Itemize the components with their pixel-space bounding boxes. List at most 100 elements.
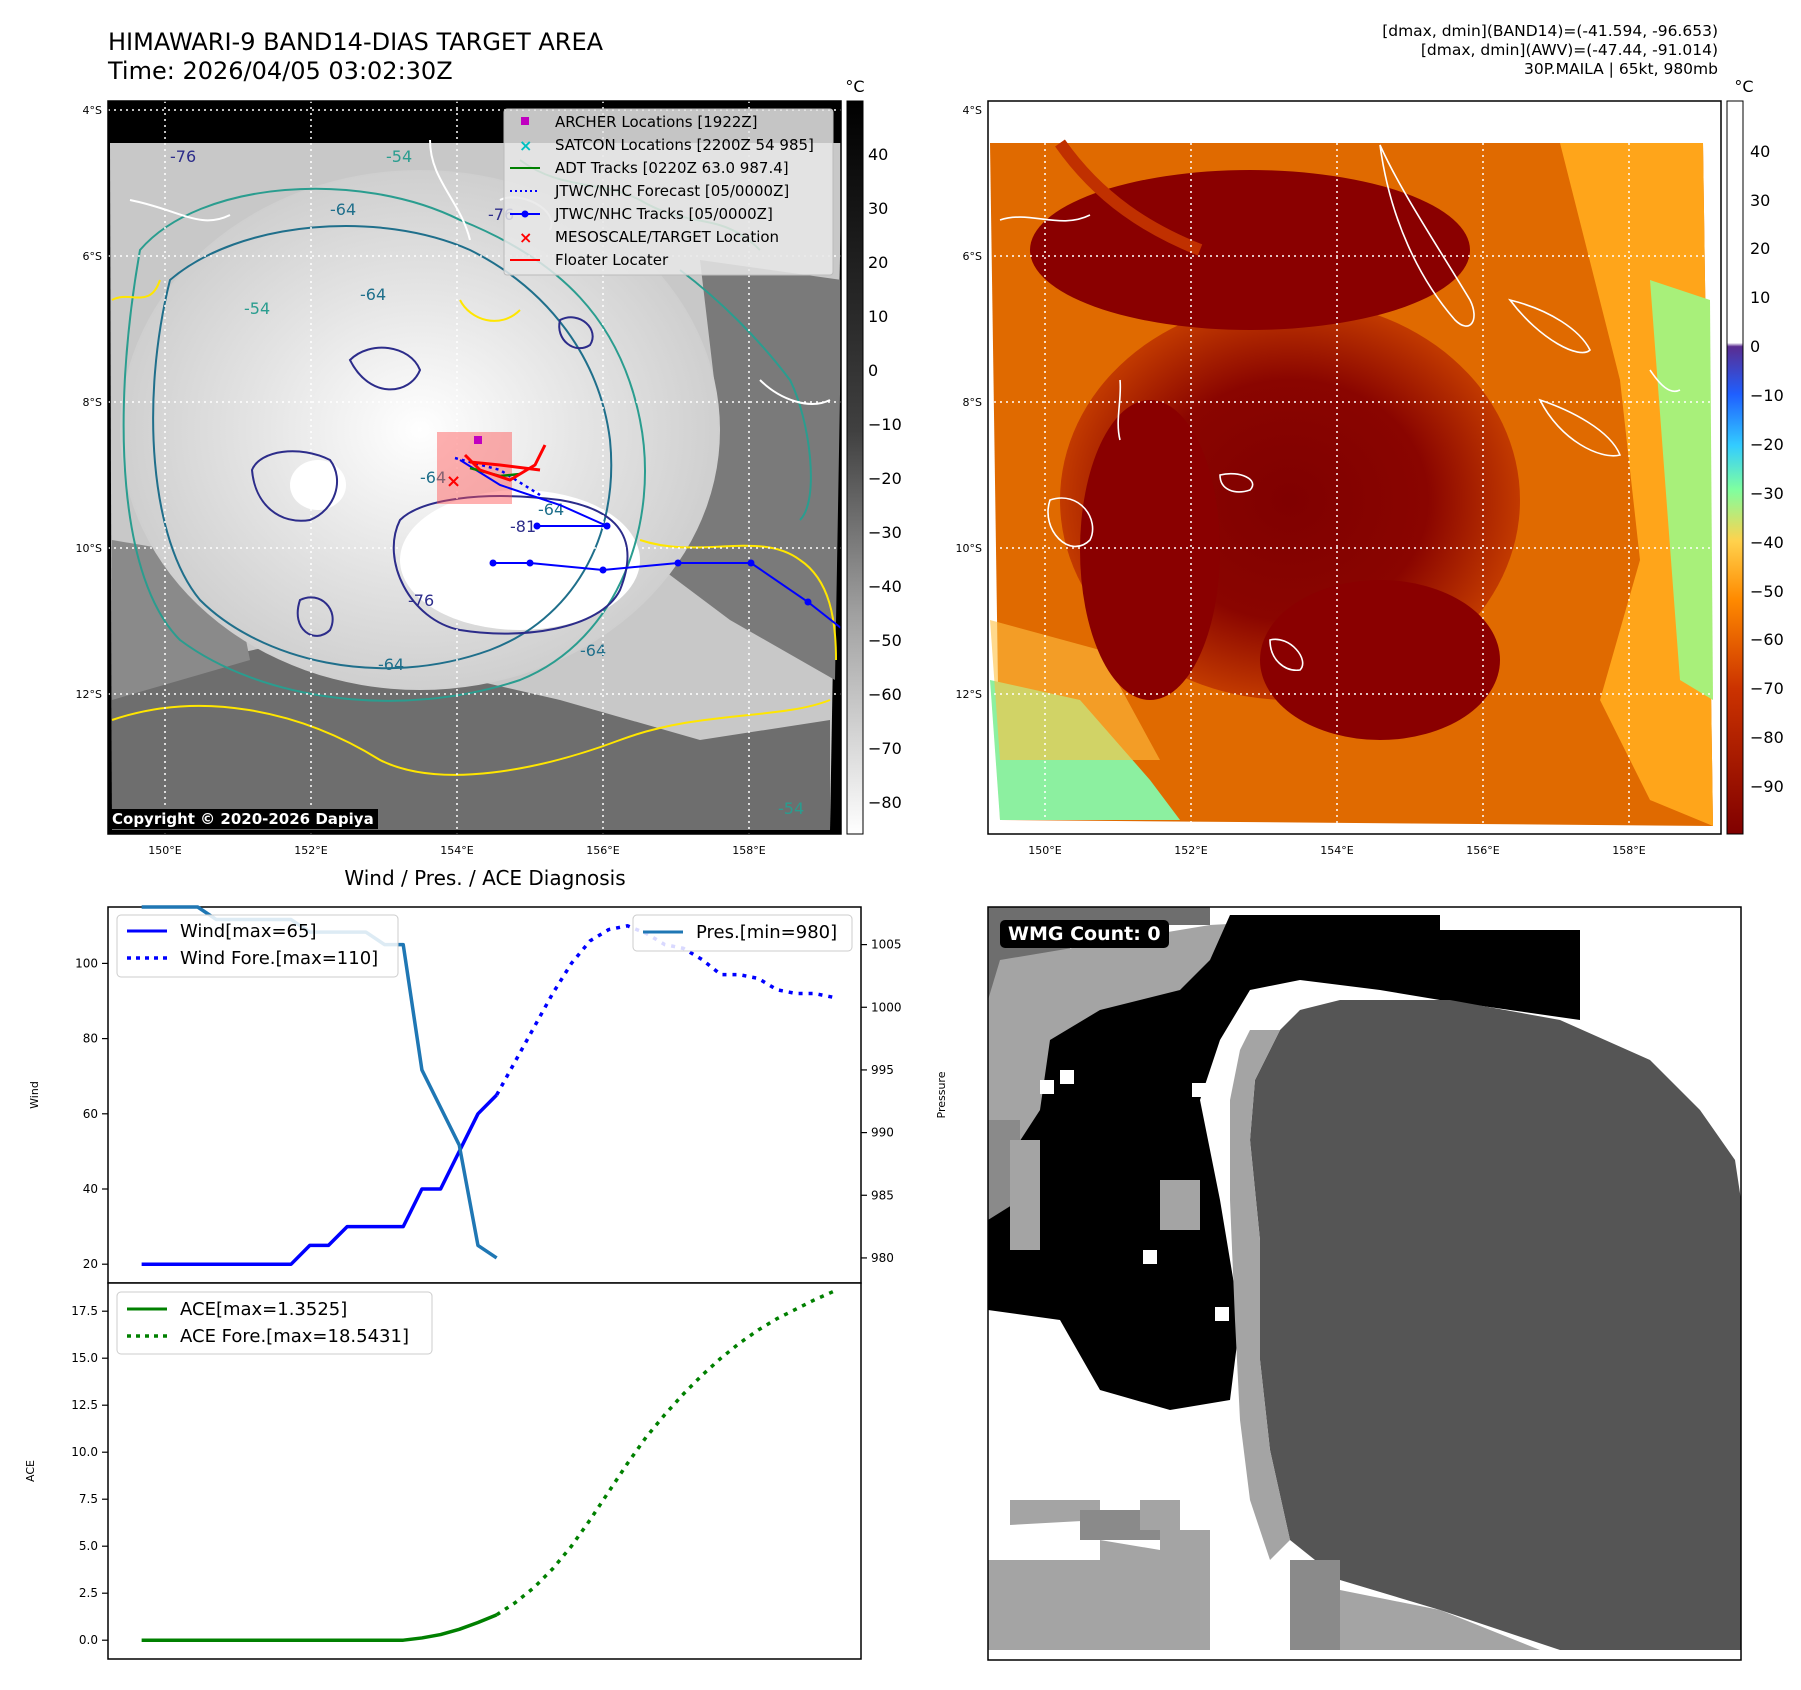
legend-label: ARCHER Locations [1922Z] [555,113,758,131]
awv-colorbar-tick: −30 [1750,484,1784,503]
contour-label: -54 [244,299,270,318]
awv-panel: °C 40 30 20 10 0 −10 −20 −30 −40 −50 −60… [956,77,1784,857]
awv-colorbar-tick: −70 [1750,679,1784,698]
wind-ylabel: Wind [28,1081,41,1109]
contour-label: -76 [408,591,434,610]
ir-legend: ARCHER Locations [1922Z] × SATCON Locati… [503,108,834,276]
ir-colorbar-tick: −30 [868,523,902,542]
pressure-ytick-label: 980 [871,1251,894,1265]
contour-label: -64 [330,200,356,219]
info-awv-range: [dmax, dmin](AWV)=(-47.44, -91.014) [1420,41,1718,59]
ace-ytick-label: 10.0 [71,1445,98,1459]
pressure-legend: Pres.[min=980] [632,914,853,952]
lat-label: 10°S [956,542,982,555]
ir-colorbar-tick: −60 [868,685,902,704]
legend-ace: ACE[max=1.3525] [180,1299,347,1320]
awv-colorbar-tick: −20 [1750,435,1784,454]
wind-ytick-label: 40 [83,1182,98,1196]
contour-label: -64 [580,641,606,660]
ace-ytick-label: 12.5 [71,1398,98,1412]
ir-colorbar-tick: −70 [868,739,902,758]
legend-ace-forecast: ACE Fore.[max=18.5431] [180,1326,409,1347]
lat-label: 12°S [76,688,102,701]
legend-label: Floater Locater [555,251,669,269]
legend-label: JTWC/NHC Forecast [05/0000Z] [554,182,789,200]
awv-colorbar-tick: −50 [1750,582,1784,601]
lat-label: 4°S [83,104,102,117]
contour-label: -54 [386,147,412,166]
lon-label: 154°E [440,844,473,857]
copyright-badge: Copyright © 2020-2026 Dapiya [108,809,378,829]
wind-ytick-label: 60 [83,1107,98,1121]
target-x-marker: × [446,471,461,492]
wind-ytick-label: 20 [83,1257,98,1271]
legend-pressure: Pres.[min=980] [696,922,837,943]
ir-colorbar-tick: −50 [868,631,902,650]
awv-colorbar-tick: −10 [1750,386,1784,405]
diagnosis-chart: 20 40 60 80 100 980 985 990 995 1000 1005 0.0 2.5 5.0… [24,905,948,1660]
contour-label: -64 [360,285,386,304]
lat-label: 10°S [76,542,102,555]
lat-label: 8°S [83,396,102,409]
ace-ytick-label: 2.5 [79,1586,98,1600]
awv-colorbar [1726,100,1744,835]
lon-label: 156°E [1466,844,1499,857]
lat-label: 4°S [963,104,982,117]
awv-colorbar-tick: −80 [1750,728,1784,747]
pressure-ytick-label: 990 [871,1126,894,1140]
pressure-ytick-label: 1000 [871,1000,902,1014]
info-storm: 30P.MAILA | 65kt, 980mb [1524,60,1718,78]
archer-marker [474,436,482,444]
ir-colorbar-tick: −10 [868,415,902,434]
ir-colorbar-tick: −40 [868,577,902,596]
ace-ytick-label: 15.0 [71,1351,98,1365]
wind-ytick-label: 100 [75,956,98,970]
lon-label: 158°E [732,844,765,857]
lon-label: 156°E [586,844,619,857]
ir-colorbar [846,100,864,835]
ace-ytick-label: 7.5 [79,1492,98,1506]
info-band14-range: [dmax, dmin](BAND14)=(-41.594, -96.653) [1382,22,1718,40]
wmg-count-badge: WMG Count: 0 [1000,920,1169,948]
legend-target-marker: × [519,228,532,247]
contour-label: -64 [378,655,404,674]
awv-colorbar-tick: 40 [1750,142,1770,161]
awv-colorbar-tick: 0 [1750,337,1760,356]
pressure-ytick-label: 995 [871,1063,894,1077]
floater-track [463,444,547,482]
info-block: [dmax, dmin](BAND14)=(-41.594, -96.653) … [1382,22,1718,79]
awv-colorbar-unit: °C [1734,77,1753,96]
ir-colorbar-tick: 20 [868,253,888,272]
lon-label: 150°E [148,844,181,857]
ace-ytick-label: 5.0 [79,1539,98,1553]
awv-colorbar-tick: 30 [1750,191,1770,210]
lat-label: 12°S [956,688,982,701]
figure-title: HIMAWARI-9 BAND14-DIAS TARGET AREA [108,28,604,56]
contour-label: -54 [778,799,804,818]
pressure-ytick-label: 985 [871,1188,894,1202]
awv-colorbar-tick: 20 [1750,239,1770,258]
awv-colorbar-tick: 10 [1750,288,1770,307]
lat-label: 6°S [963,250,982,263]
ir-colorbar-tick: 30 [868,199,888,218]
ace-ytick-label: 17.5 [71,1304,98,1318]
legend-wind-forecast: Wind Fore.[max=110] [180,948,378,969]
legend-label: JTWC/NHC Tracks [05/0000Z] [554,205,773,223]
awv-colorbar-tick: −40 [1750,533,1784,552]
ace-ytick-label: 0.0 [79,1633,98,1647]
lon-label: 152°E [294,844,327,857]
ir-colorbar-tick: 10 [868,307,888,326]
ir-colorbar-unit: °C [845,77,864,96]
diagnosis-title: Wind / Pres. / ACE Diagnosis [344,866,626,890]
ir-colorbar-tick: 40 [868,145,888,164]
ace-line [141,1613,498,1642]
wind-legend: Wind[max=65] Wind Fore.[max=110] [116,914,399,978]
lon-label: 158°E [1612,844,1645,857]
ace-forecast-line [495,1290,834,1617]
ace-ylabel: ACE [24,1460,37,1482]
ir-colorbar-tick: −20 [868,469,902,488]
legend-wind: Wind[max=65] [180,921,317,942]
contour-label: -64 [420,468,446,487]
wind-line [141,1093,498,1266]
